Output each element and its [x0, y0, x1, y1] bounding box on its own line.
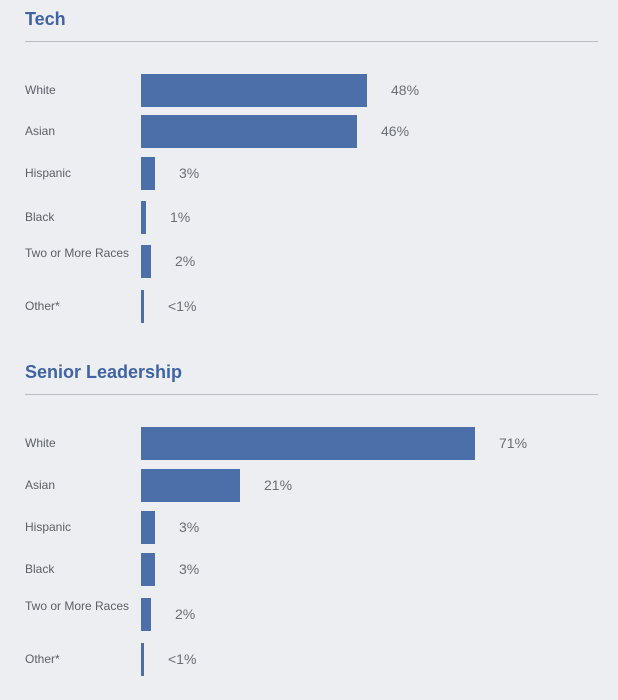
senior-leadership-label-two-or-more-races: Two or More Races [25, 599, 130, 613]
tech-label-hispanic: Hispanic [25, 166, 72, 180]
tech-bar-other [141, 289, 144, 323]
senior-leadership-bar-asian [141, 468, 240, 502]
tech-value-white: 48% [391, 82, 420, 98]
tech-label-asian: Asian [25, 124, 56, 138]
tech-label-white: White [25, 83, 56, 97]
senior-leadership-label-other: Other* [25, 652, 60, 666]
senior-leadership-bar-other [141, 642, 144, 676]
tech-bar-two-or-more-races [141, 244, 151, 278]
senior-leadership-label-asian: Asian [25, 478, 56, 492]
tech-value-asian: 46% [381, 123, 410, 139]
senior-leadership-value-black: 3% [179, 561, 200, 577]
senior-leadership-value-white: 71% [499, 435, 528, 451]
tech-bar-hispanic [141, 156, 155, 190]
tech-value-two-or-more-races: 2% [175, 253, 196, 269]
tech-value-black: 1% [170, 209, 191, 225]
tech-bar-asian [141, 114, 357, 148]
senior-leadership-section-divider [25, 394, 598, 395]
tech-label-two-or-more-races: Two or More Races [25, 246, 130, 260]
tech-section-title: Tech [25, 9, 66, 29]
tech-bar-black [141, 200, 146, 234]
tech-value-other: <1% [168, 298, 197, 314]
senior-leadership-value-hispanic: 3% [179, 519, 200, 535]
senior-leadership-value-other: <1% [168, 651, 197, 667]
senior-leadership-bar-two-or-more-races [141, 597, 151, 631]
senior-leadership-section-title: Senior Leadership [25, 362, 183, 382]
senior-leadership-bar-hispanic [141, 510, 155, 544]
senior-leadership-bar-white [141, 426, 475, 460]
senior-leadership-value-asian: 21% [264, 477, 293, 493]
senior-leadership-label-hispanic: Hispanic [25, 520, 72, 534]
senior-leadership-label-black: Black [25, 562, 55, 576]
tech-bar-white [141, 73, 367, 107]
tech-label-black: Black [25, 210, 55, 224]
tech-label-other: Other* [25, 299, 60, 313]
senior-leadership-bar-black [141, 552, 155, 586]
tech-value-hispanic: 3% [179, 165, 200, 181]
senior-leadership-label-white: White [25, 436, 56, 450]
senior-leadership-value-two-or-more-races: 2% [175, 606, 196, 622]
tech-section-divider [25, 41, 598, 42]
